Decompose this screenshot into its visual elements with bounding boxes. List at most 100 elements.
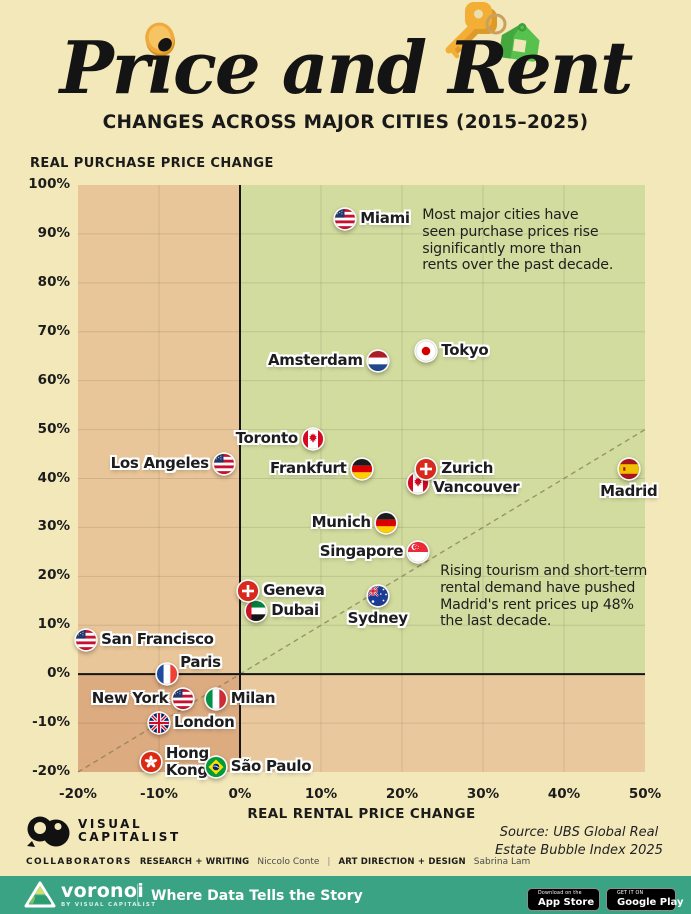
y-tick: 30%: [37, 518, 70, 535]
x-tick: 40%: [547, 786, 581, 802]
quadrant-top-left: [78, 185, 240, 675]
x-tick: 20%: [385, 786, 419, 802]
city-point-los-angeles: [212, 452, 236, 476]
x-tick: 10%: [304, 786, 338, 802]
city-label: São Paulo: [230, 757, 312, 776]
badge-big-text: Google Play: [617, 896, 684, 908]
visual-capitalist-logo-icon: [27, 816, 70, 847]
annotation-madrid: Rising tourism and short-term rental dem…: [440, 563, 648, 630]
city-point-milan: [203, 686, 228, 711]
x-tick: 50%: [628, 786, 662, 802]
au-flag-icon: [365, 584, 390, 608]
city-label: Hong Kong: [165, 744, 209, 780]
collaborator-role: ART DIRECTION + DESIGN: [338, 857, 466, 867]
brand-line: VISUAL: [78, 817, 143, 831]
city-label: London: [174, 713, 235, 732]
hk-flag-icon: [139, 750, 163, 774]
city-label: Los Angeles: [110, 453, 209, 472]
source-line: Source: UBS Global Real: [499, 825, 659, 840]
voronoi-byline: BY VISUAL CAPITALIST: [61, 902, 157, 908]
us-flag-icon: [333, 207, 357, 231]
y-tick: 40%: [37, 469, 70, 486]
page-subtitle: CHANGES ACROSS MAJOR CITIES (2015–2025): [102, 112, 589, 133]
grid-and-axes: [77, 185, 646, 773]
y-tick: 80%: [37, 273, 70, 290]
app-store-badge[interactable]: Download on the App Store: [527, 888, 600, 911]
fr-flag-icon: [155, 662, 179, 686]
de-flag-icon: [349, 457, 374, 481]
collaborators-heading: COLLABORATORS: [26, 857, 132, 867]
y-tick: 50%: [37, 420, 70, 437]
city-point-frankfurt: [349, 457, 374, 481]
city-label: Sydney: [347, 608, 408, 627]
scatter-plot: Most major cities have seen purchase pri…: [74, 185, 658, 779]
badge-small-text: GET IT ON: [617, 891, 644, 897]
city-label: Singapore: [319, 541, 404, 560]
collaborator-name: Niccolo Conte: [257, 857, 320, 867]
us-flag-icon: [212, 452, 236, 476]
x-tick: 0%: [228, 786, 252, 802]
city-point-dubai: [244, 598, 268, 623]
city-point-madrid: [617, 457, 641, 481]
x-tick: -20%: [59, 786, 97, 802]
quadrant-bottom-right: [240, 674, 645, 772]
source-line: Estate Bubble Index 2025: [495, 842, 663, 858]
city-label: Amsterdam: [268, 351, 363, 370]
city-label: Madrid: [600, 481, 658, 500]
city-point-paris: [155, 662, 179, 686]
y-tick: -20%: [32, 763, 70, 779]
de-flag-icon: [374, 510, 398, 535]
y-tick: 90%: [37, 224, 70, 241]
collaborator-role: RESEARCH + WRITING: [139, 857, 250, 867]
city-label: Dubai: [271, 600, 319, 619]
separator: |: [327, 857, 331, 867]
city-label: Miami: [360, 209, 410, 228]
ch-flag-icon: [236, 579, 260, 603]
city-point-singapore: [406, 540, 430, 564]
city-label: San Francisco: [101, 629, 214, 648]
city-point-sydney: [365, 584, 390, 608]
x-tick: -10%: [140, 786, 178, 802]
google-play-badge[interactable]: GET IT ON Google Play: [606, 888, 684, 911]
nl-flag-icon: [365, 349, 390, 373]
annotation-top: Most major cities have seen purchase pri…: [422, 207, 614, 274]
city-point-amsterdam: [365, 349, 390, 373]
city-label: Zurich: [441, 458, 494, 477]
city-point-munich: [374, 510, 398, 535]
city-point-geneva: [236, 579, 260, 603]
city-label: Tokyo: [441, 341, 489, 360]
city-label: Geneva: [263, 581, 325, 599]
city-point-miami: [333, 207, 357, 231]
footer-tagline: Where Data Tells the Story: [151, 888, 363, 904]
visual-capitalist-logo: VISUAL CAPITALIST: [26, 813, 181, 849]
voronoi-logo: voronoi BY VISUAL CAPITALIST: [24, 881, 156, 909]
jp-flag-icon: [414, 339, 438, 364]
brand-line: CAPITALIST: [78, 830, 181, 844]
city-label: Vancouver: [433, 478, 520, 497]
page-title: Price and Rent: [59, 25, 634, 110]
ae-flag-icon: [244, 598, 268, 623]
y-tick: 20%: [37, 567, 70, 584]
city-label: Toronto: [235, 429, 299, 448]
voronoi-wordmark: voronoi: [61, 880, 145, 902]
city-label: New York: [91, 688, 169, 707]
city-point-new-york: [171, 686, 195, 711]
y-tick: -10%: [32, 714, 70, 731]
collaborators-row: COLLABORATORS RESEARCH + WRITING Niccolo…: [26, 857, 530, 867]
sg-flag-icon: [406, 540, 430, 564]
footer-divider: [137, 884, 138, 906]
es-flag-icon: [617, 457, 641, 481]
city-label: Paris: [180, 653, 221, 672]
voronoi-logo-icon: [24, 881, 56, 908]
city-point-hong-kong: [139, 750, 163, 774]
ca-flag-icon: [301, 427, 325, 452]
city-label: Milan: [230, 688, 276, 707]
city-point-london: [147, 711, 171, 735]
y-tick: 70%: [37, 322, 70, 339]
badge-small-text: Download on the: [538, 891, 582, 897]
us-flag-icon: [171, 686, 195, 711]
y-tick: 60%: [37, 371, 70, 388]
y-tick: 0%: [47, 665, 70, 682]
y-tick: 100%: [28, 176, 70, 192]
